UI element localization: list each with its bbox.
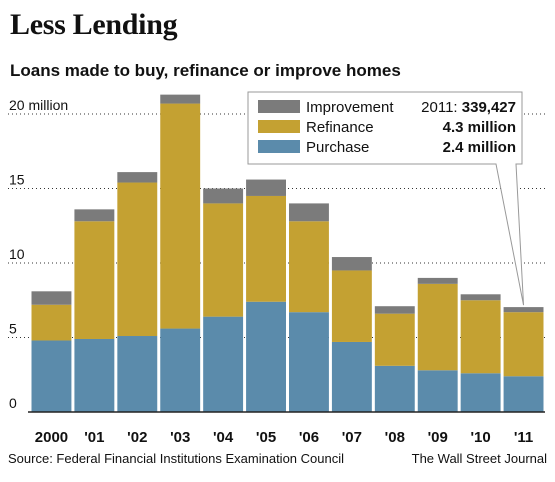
bar-segment-purchase [289,312,329,412]
x-tick-label: '08 [385,429,405,446]
x-tick-label: '11 [514,429,533,446]
bar-segment-refinance [374,313,415,366]
bar-segment-refinance [203,203,244,317]
legend-label: Improvement [306,99,394,116]
axes: 0 5 10 15 20 million 2000 '01 '02 '03 '04 '05 '06 '0… [9,97,545,446]
bar-segment-refinance [246,195,286,302]
bar-segment-purchase [117,336,158,412]
chart-subtitle: Loans made to buy, refinance or improve … [10,61,401,80]
x-tick-label: '02 [127,429,147,446]
bars [31,94,544,412]
x-tick-label: '03 [170,429,190,446]
bar-segment-purchase [460,373,501,412]
bar-segment-refinance [460,300,501,374]
bar-segment-purchase [246,301,286,412]
source-note: Source: Federal Financial Institutions E… [8,451,345,466]
y-tick-label: 0 [9,395,17,411]
x-tick-label: '09 [428,429,448,446]
bar-segment-refinance [417,283,458,371]
bar-segment-improvement [417,277,458,284]
legend-value: 4.3 million [443,119,516,136]
bar-segment-purchase [160,328,201,412]
bar-segment-purchase [374,365,415,412]
bar-segment-improvement [117,172,158,183]
legend-value-number: 339,427 [462,99,516,116]
bar-segment-improvement [203,188,244,204]
bar-segment-improvement [289,203,329,222]
bar-segment-improvement [246,179,286,196]
legend-value: 2.4 million [443,139,516,156]
y-tick-label: 5 [9,321,17,337]
legend-label: Refinance [306,119,374,136]
legend-label: Purchase [306,139,369,156]
bar-segment-purchase [331,341,372,412]
y-tick-label: 15 [9,172,25,188]
x-tick-label: '07 [342,429,362,446]
bar-segment-purchase [417,370,458,412]
x-tick-label: '05 [256,429,276,446]
x-tick-label: '01 [84,429,104,446]
y-tick-label: 10 [9,246,25,262]
bar-segment-refinance [331,270,372,342]
x-tick-label: '06 [299,429,319,446]
legend-box [247,91,525,306]
bar-segment-purchase [203,316,244,412]
bar-segment-improvement [31,291,72,305]
x-tick-label: 2000 [35,429,68,446]
bar-segment-improvement [331,257,372,271]
bar-segment-refinance [31,304,72,341]
legend-value: 2011: 339,427 [421,99,516,116]
x-tick-label: '04 [213,429,234,446]
bar-segment-refinance [160,103,201,329]
bar-segment-improvement [460,294,501,301]
y-tick-label: 20 million [9,97,68,113]
x-tick-label: '10 [470,429,490,446]
publisher-credit: The Wall Street Journal [411,451,547,466]
legend-value-year: 2011: [421,99,462,116]
legend: Improvement 2011: 339,427 Refinance 4.3 mil… [247,91,525,306]
legend-swatch-refinance [258,120,300,133]
bar-segment-improvement [160,94,201,104]
bar-segment-refinance [74,221,115,339]
bar-segment-improvement [374,306,415,314]
bar-segment-refinance [289,221,329,313]
bar-segment-purchase [503,376,544,412]
bar-segment-refinance [503,312,544,377]
bar-segment-purchase [31,340,72,412]
bar-segment-improvement [503,307,544,313]
bar-segment-purchase [74,338,115,412]
chart-title: Less Lending [10,8,178,41]
legend-swatch-improvement [258,100,300,113]
bar-segment-refinance [117,182,158,337]
legend-swatch-purchase [258,140,300,153]
bar-segment-improvement [74,209,115,222]
